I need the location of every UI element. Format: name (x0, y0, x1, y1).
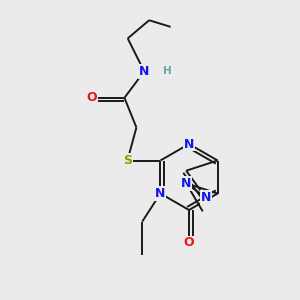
Text: N: N (139, 65, 149, 78)
Text: S: S (123, 154, 132, 167)
Text: H: H (163, 66, 172, 76)
Text: O: O (184, 236, 194, 250)
Text: N: N (155, 187, 166, 200)
Text: N: N (184, 137, 194, 151)
Text: O: O (86, 91, 97, 104)
Text: N: N (181, 177, 191, 190)
Text: N: N (200, 191, 211, 204)
